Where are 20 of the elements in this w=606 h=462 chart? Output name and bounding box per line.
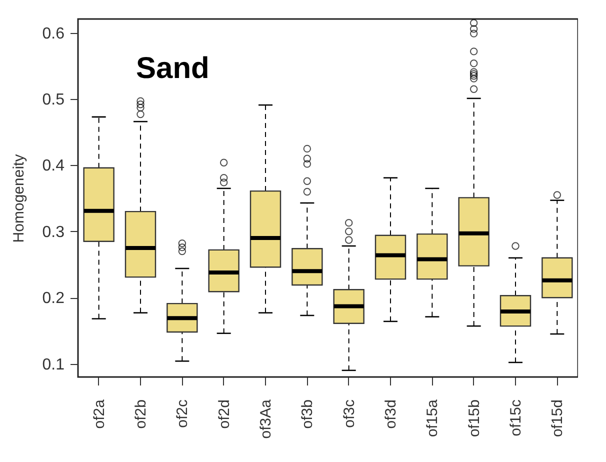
x-tick-label: of2b xyxy=(132,400,150,429)
x-tick-label: of2c xyxy=(174,399,192,428)
x-tick-label: of3Aa xyxy=(258,398,274,439)
x-tick-label: of15a xyxy=(424,398,442,438)
y-tick-label: 0.6 xyxy=(42,25,65,42)
y-tick-label: 0.5 xyxy=(42,92,65,109)
x-tick-label: of2a xyxy=(90,398,108,429)
x-tick-label: of15c xyxy=(508,399,524,436)
y-tick-label: 0.1 xyxy=(42,356,65,374)
y-tick-label: 0.2 xyxy=(42,290,65,308)
x-tick-label: of15d xyxy=(549,400,566,438)
y-tick-label: 0.3 xyxy=(42,224,65,241)
annotation: Sand xyxy=(136,52,210,85)
x-tick-label: of3c xyxy=(340,399,358,428)
x-tick-label: of15b xyxy=(466,400,483,438)
y-axis-title: Homogeneity xyxy=(10,154,28,243)
y-tick-label: 0.4 xyxy=(42,158,65,175)
x-tick-label: of3b xyxy=(299,400,316,429)
x-tick-label: of3d xyxy=(382,400,400,429)
x-tick-label: of2d xyxy=(216,400,233,429)
